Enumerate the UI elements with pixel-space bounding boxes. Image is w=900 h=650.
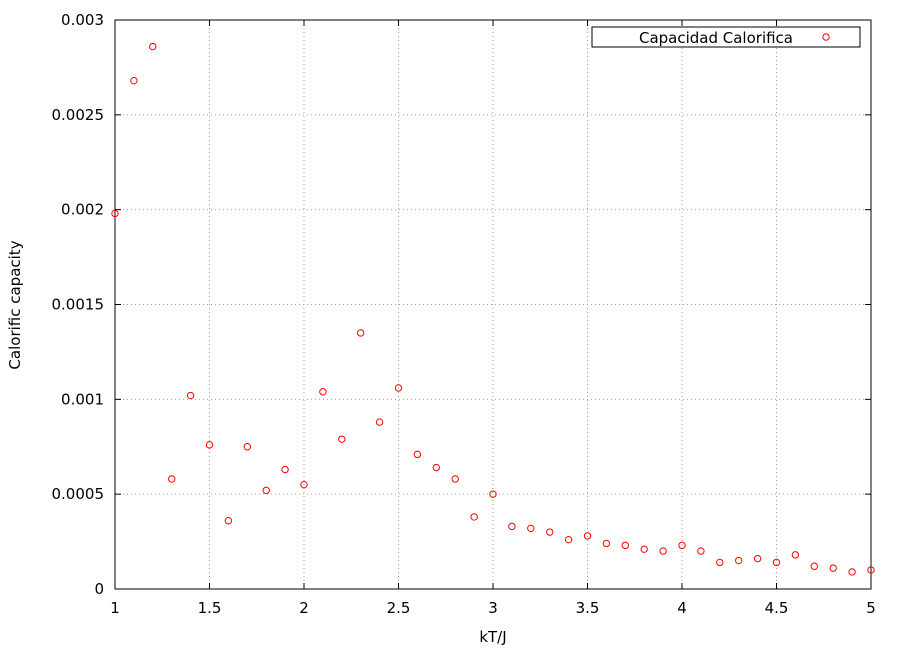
x-axis-title: kT/J (479, 628, 506, 646)
data-point (640, 545, 648, 553)
data-point (262, 486, 270, 495)
x-tick-label: 3 (488, 599, 498, 617)
x-tick-label: 1 (110, 599, 120, 617)
data-point (602, 539, 611, 548)
data-point (753, 554, 762, 563)
x-tick-label: 3.5 (576, 599, 600, 617)
data-point (735, 556, 743, 565)
y-tick-labels: 0 0.0005 0.001 0.0015 0.002 0.0025 0.003 (52, 11, 105, 598)
data-point (338, 435, 346, 443)
data-point (829, 564, 837, 572)
x-tick-label: 5 (866, 599, 876, 617)
data-point (716, 558, 724, 567)
data-point (867, 566, 875, 574)
data-point (697, 547, 705, 555)
x-tick-label: 1.5 (198, 599, 222, 617)
data-point (470, 513, 478, 521)
data-point (413, 450, 422, 459)
x-tick-label: 2 (299, 599, 309, 617)
data-point (564, 535, 573, 544)
data-points (111, 42, 875, 576)
legend: Capacidad Calorifica (591, 26, 861, 48)
y-tick-label: 0.001 (61, 390, 104, 408)
y-axis-title: Calorific capacity (6, 240, 24, 369)
data-point (111, 209, 119, 218)
y-tick-label: 0.002 (61, 201, 104, 219)
legend-box (591, 26, 861, 48)
data-point (243, 443, 252, 451)
x-tick-label: 4.5 (765, 599, 789, 617)
y-tick-label: 0.0005 (52, 485, 105, 503)
data-point (375, 418, 384, 426)
data-point (186, 391, 195, 400)
y-tick-label: 0.0025 (52, 106, 105, 124)
data-point (621, 541, 629, 550)
data-point (489, 490, 497, 498)
legend-marker (822, 33, 830, 41)
y-tick-label: 0 (94, 580, 104, 598)
data-point (810, 562, 818, 570)
data-point (205, 441, 214, 449)
data-point (168, 475, 176, 483)
data-point (451, 475, 459, 483)
data-point (357, 329, 365, 337)
x-tick-label: 2.5 (387, 599, 411, 617)
data-point (149, 42, 157, 51)
data-point (130, 76, 138, 85)
y-tick-label: 0.003 (61, 11, 104, 29)
x-tick-label: 4 (677, 599, 687, 617)
data-point (772, 558, 781, 567)
legend-label: Capacidad Calorifica (639, 29, 793, 47)
data-point (281, 465, 289, 474)
data-point (848, 568, 856, 576)
axis-ticks (114, 19, 872, 590)
y-tick-label: 0.0015 (52, 296, 105, 314)
data-point (394, 384, 403, 392)
data-point (678, 541, 686, 550)
plot-frame (114, 19, 872, 590)
data-point (508, 522, 516, 531)
data-point (224, 517, 233, 525)
data-point (300, 480, 308, 489)
data-point (527, 524, 535, 533)
data-point (319, 388, 327, 396)
grid-lines (115, 20, 871, 589)
data-point (546, 528, 554, 536)
data-point (583, 532, 592, 540)
data-point (791, 551, 800, 559)
data-point (659, 547, 667, 555)
x-tick-labels: 1 1.5 2 2.5 3 3.5 4 4.5 5 (110, 599, 876, 617)
data-point (432, 463, 440, 472)
